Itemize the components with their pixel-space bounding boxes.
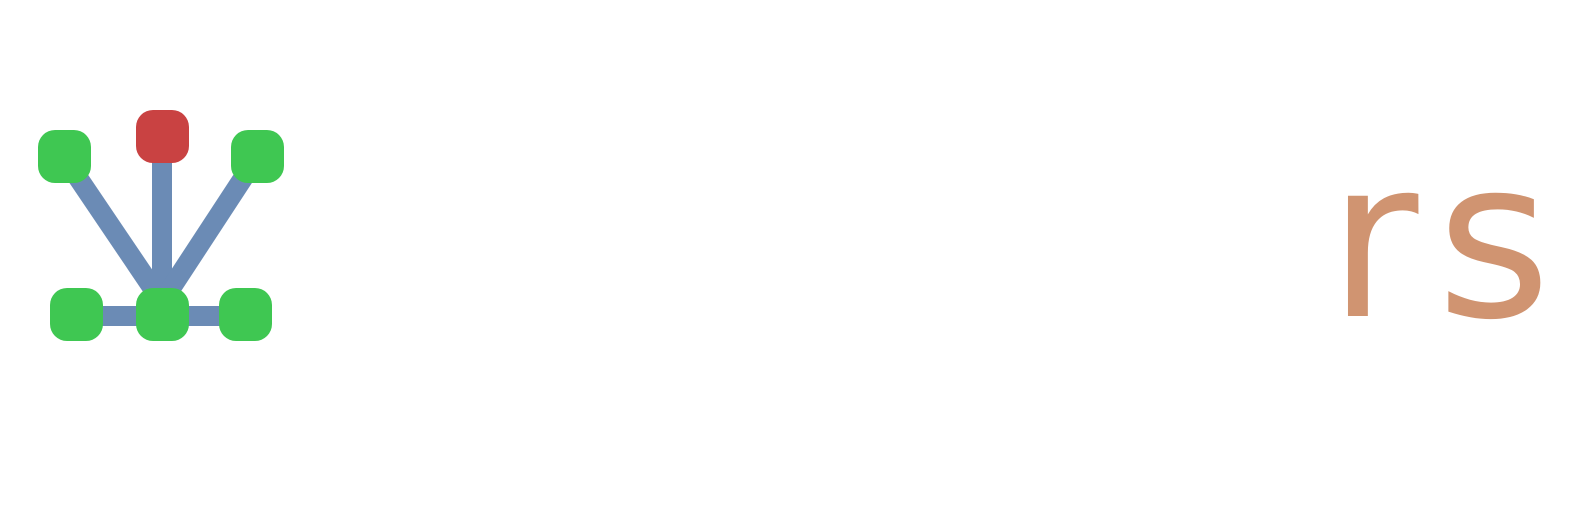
wordmark: rs bbox=[1328, 112, 1570, 368]
graph-node bbox=[136, 288, 189, 341]
graph-root-node bbox=[136, 110, 189, 163]
graph-node bbox=[38, 130, 91, 183]
graph-node bbox=[219, 288, 272, 341]
graph-nodes bbox=[38, 110, 284, 341]
network-graph-icon bbox=[38, 110, 284, 341]
graph-node bbox=[50, 288, 103, 341]
graph-node bbox=[231, 130, 284, 183]
